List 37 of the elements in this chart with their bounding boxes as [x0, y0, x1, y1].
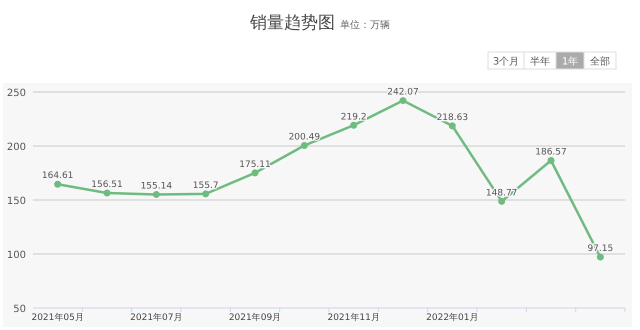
y-tick-label: 250: [6, 88, 26, 99]
data-label: 219.2: [340, 112, 367, 122]
x-tick-label: 2021年05月: [31, 312, 84, 323]
y-tick-label: 50: [13, 304, 26, 315]
point: [350, 122, 358, 129]
x-tick-label: 2022年01月: [426, 312, 479, 323]
title: 销量趋势图 单位：万辆: [250, 13, 390, 33]
text: 3个月: [492, 56, 520, 68]
data-label: 200.49: [288, 132, 320, 142]
text: 1年: [562, 56, 578, 68]
data-label: 155.7: [192, 180, 219, 191]
y-tick-label: 200: [6, 142, 26, 153]
x-tick-label: 2021年09月: [228, 312, 282, 323]
point: [152, 190, 160, 198]
data-label: 186.57: [535, 148, 567, 158]
point: [400, 97, 406, 104]
text: 半年: [530, 56, 550, 68]
data-label: 155.14: [140, 181, 172, 192]
point: [54, 180, 62, 188]
data-label: 164.61: [42, 171, 74, 182]
point: [202, 190, 210, 198]
y-tick-label: 150: [6, 196, 26, 207]
data-label: 218.63: [436, 112, 468, 123]
data-label: 156.51: [91, 180, 123, 190]
data-label: 175.11: [239, 160, 271, 170]
data-label: 242.07: [387, 88, 419, 98]
point: [448, 122, 456, 130]
point: [596, 254, 604, 261]
text: 全部: [590, 56, 610, 68]
point: [300, 142, 308, 149]
point: [252, 169, 258, 176]
point: [548, 157, 554, 164]
x-tick-label: 2021年07月: [130, 312, 183, 323]
y-tick-label: 100: [6, 250, 26, 261]
x-tick-label: 2021年11月: [327, 312, 380, 323]
point: [104, 189, 110, 196]
point: [498, 198, 506, 205]
